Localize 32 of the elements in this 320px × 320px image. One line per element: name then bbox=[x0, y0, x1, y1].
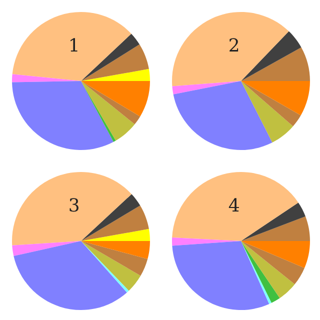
pie-slice bbox=[12, 12, 132, 81]
pie-slice bbox=[81, 81, 135, 141]
pie-slice bbox=[172, 12, 289, 86]
text: 1 bbox=[70, 38, 78, 52]
pie-slice bbox=[241, 241, 280, 303]
pie-slice bbox=[172, 172, 298, 241]
pie-slice bbox=[81, 241, 141, 291]
text: 3 bbox=[70, 198, 79, 212]
pie-slice bbox=[173, 81, 272, 150]
pie-slice bbox=[241, 31, 302, 81]
pie-slice bbox=[172, 241, 270, 310]
pie-slice bbox=[81, 81, 116, 142]
pie-slice bbox=[81, 68, 150, 81]
pie-slice bbox=[12, 81, 114, 150]
pie-slice bbox=[81, 34, 140, 81]
pie-slice bbox=[172, 81, 241, 94]
text: 2 bbox=[230, 38, 238, 52]
pie-slice bbox=[241, 81, 310, 116]
text: 4 bbox=[228, 198, 239, 212]
pie-slice bbox=[241, 241, 272, 304]
pie-slice bbox=[241, 81, 294, 142]
pie-slice bbox=[241, 241, 310, 268]
pie-slice bbox=[81, 241, 150, 259]
pie-slice bbox=[241, 202, 306, 241]
pie-slice bbox=[12, 241, 81, 256]
pie-slice bbox=[14, 241, 127, 310]
pie-slice bbox=[81, 81, 150, 116]
pie-slice bbox=[12, 74, 81, 82]
pie-slice bbox=[81, 228, 150, 241]
pie-slice bbox=[81, 194, 140, 241]
pie-slice bbox=[12, 172, 132, 246]
pie-slice bbox=[241, 241, 295, 298]
